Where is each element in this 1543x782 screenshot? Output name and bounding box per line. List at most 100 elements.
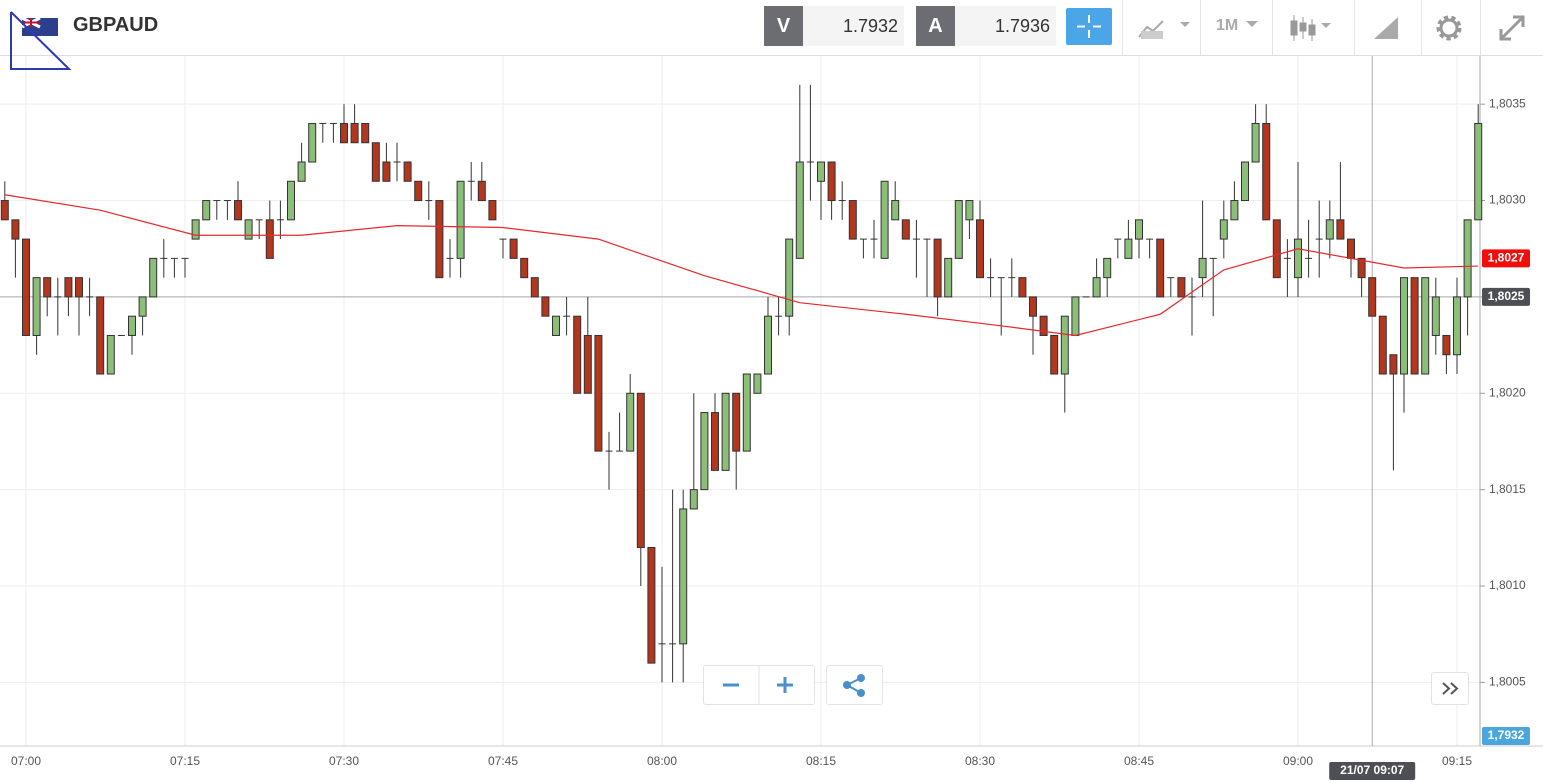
sell-price[interactable]: 1.7932 (803, 6, 904, 46)
candle-body (1421, 277, 1430, 375)
candle-body (965, 200, 974, 221)
y-tick-label: 1,8005 (1489, 675, 1526, 689)
candle-body (488, 200, 497, 221)
candle-body (1474, 122, 1483, 221)
candle-body (679, 508, 688, 645)
header: GBPAUD V 1.7932 A 1.7936 1M (0, 0, 1543, 70)
candle-body (1156, 238, 1165, 298)
candle-body (96, 296, 105, 375)
candle-body (509, 238, 518, 259)
candle-body (848, 200, 857, 240)
candle-body (827, 161, 836, 202)
candle-body (1453, 296, 1461, 356)
candle-body (753, 373, 762, 394)
buy-label[interactable]: A (916, 6, 955, 46)
crosshair-time-label: 21/07 09:07 (1340, 763, 1404, 777)
candle-body (933, 238, 942, 298)
candle-body (1463, 219, 1472, 298)
candle-body (944, 257, 953, 298)
candle-body (1251, 122, 1260, 163)
candle-body (1431, 296, 1440, 336)
candle-body (1400, 277, 1408, 375)
candle-body (456, 180, 465, 259)
x-tick-label: 07:30 (329, 754, 359, 768)
candle-body (901, 219, 910, 240)
buy-price[interactable]: 1.7936 (955, 6, 1056, 46)
candle-body (22, 238, 30, 336)
x-tick-label: 08:30 (965, 754, 995, 768)
candle-body (435, 200, 444, 279)
candle-body (647, 546, 656, 664)
candle-body (287, 180, 295, 221)
candle-body (700, 412, 709, 491)
sell-label[interactable]: V (764, 6, 803, 46)
candle-body (583, 334, 592, 394)
candle-body (371, 142, 380, 182)
candle-body (191, 219, 200, 240)
timeframe[interactable]: 1M (1216, 17, 1239, 34)
candle-body (1378, 315, 1387, 375)
candle-body (552, 315, 560, 336)
candle-body (1050, 334, 1059, 375)
candle-body (976, 219, 984, 279)
chart-type-button[interactable] (1137, 13, 1197, 43)
candle-body (626, 392, 635, 452)
candle-body (128, 315, 136, 336)
candle-body (732, 392, 741, 452)
candle-body (234, 200, 242, 221)
fullscreen-button[interactable] (1497, 13, 1527, 43)
flag-icon (10, 11, 72, 70)
candle-body (1368, 277, 1377, 317)
symbol: GBPAUD (73, 14, 159, 36)
candle-body (64, 277, 73, 298)
crosshair-button[interactable] (1066, 8, 1112, 45)
candle-body (880, 180, 889, 259)
candle-body (1389, 354, 1398, 375)
candle-body (1241, 161, 1249, 202)
x-tick-label: 08:15 (806, 754, 836, 768)
y-tick-label: 1,8035 (1489, 96, 1526, 110)
y-tick-label: 1,8030 (1489, 193, 1526, 207)
share-button[interactable] (826, 665, 883, 705)
candle-body (1198, 257, 1207, 279)
crosshair-time-box (1329, 762, 1416, 780)
candle-body (530, 277, 539, 298)
candle-body (361, 122, 370, 144)
candle-body (1071, 296, 1080, 336)
candle-body (785, 238, 794, 317)
candle-body (795, 161, 804, 259)
candle-body (1219, 219, 1228, 240)
candle-body (1177, 277, 1186, 298)
x-tick-label: 08:00 (647, 754, 677, 768)
candle-body (32, 277, 41, 336)
drawing-button[interactable] (1372, 13, 1402, 43)
candle-body (1060, 315, 1069, 375)
candle-body (1092, 277, 1101, 298)
moving-average-line (4, 194, 1479, 337)
candle-body (75, 277, 83, 298)
x-tick-label: 08:45 (1124, 754, 1154, 768)
candle-type-button[interactable] (1288, 11, 1348, 45)
settings-button[interactable] (1434, 13, 1464, 43)
candle-body (106, 334, 115, 375)
candle-body (1135, 219, 1143, 240)
candle-body (350, 122, 359, 144)
price-marker (1482, 727, 1530, 745)
candle-body (308, 122, 317, 163)
price-marker-label: 1,8025 (1488, 289, 1525, 303)
candle-body (764, 315, 772, 375)
candle-body (1347, 238, 1355, 259)
scroll-right-button[interactable] (1431, 672, 1469, 705)
candle-body (11, 219, 20, 240)
candle-body (1230, 200, 1239, 221)
candle-body (477, 180, 486, 202)
candle-body (1262, 122, 1271, 221)
price-marker-label: 1,8027 (1488, 251, 1525, 265)
candle-body (1442, 334, 1451, 356)
candle-body (742, 373, 751, 452)
candle-body (382, 161, 391, 182)
candle-body (43, 277, 52, 298)
candle-body (689, 489, 698, 510)
candle-body (1029, 296, 1037, 317)
